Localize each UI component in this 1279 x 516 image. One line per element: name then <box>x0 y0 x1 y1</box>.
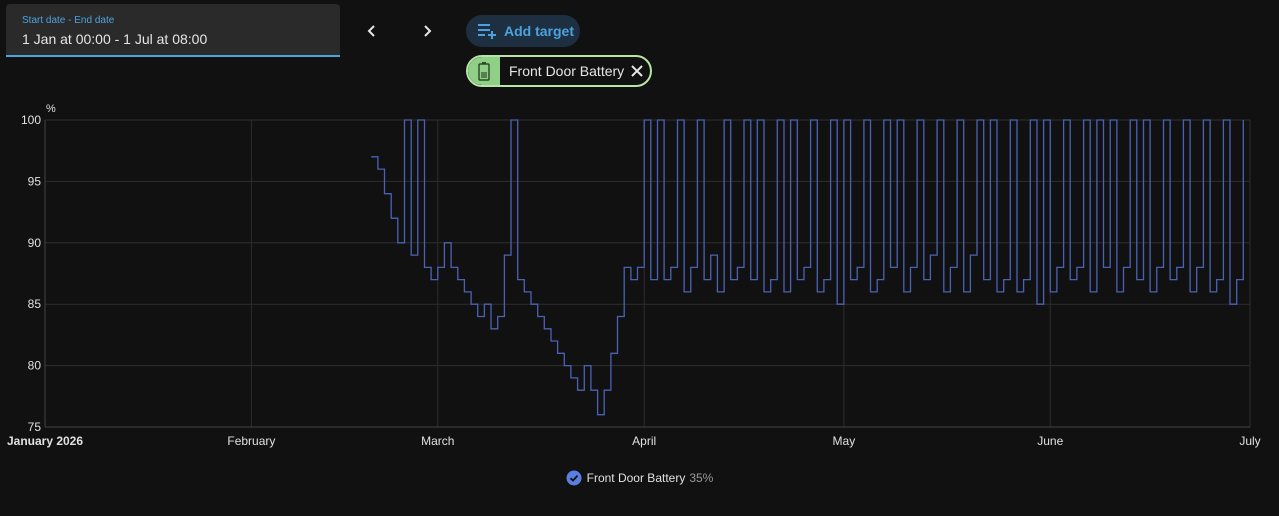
y-tick-label: 95 <box>28 174 42 188</box>
date-range-value[interactable]: 1 Jan at 00:00 - 1 Jul at 08:00 <box>22 31 208 47</box>
add-target-label: Add target <box>504 23 574 39</box>
x-tick-label: June <box>1037 434 1063 448</box>
x-tick-label: March <box>421 434 454 448</box>
x-tick-label: May <box>833 434 856 448</box>
y-tick-label: 75 <box>28 420 42 434</box>
legend-value: 35% <box>689 471 714 485</box>
y-tick-label: 85 <box>28 297 42 311</box>
battery-history-chart: 75 80 85 90 95 100% January 2026 February March A… <box>7 103 1261 448</box>
series-line-front-door-battery <box>371 119 1244 416</box>
legend-item[interactable]: Front Door Battery 35% <box>566 470 714 486</box>
y-axis-label: % <box>46 103 56 115</box>
x-tick-label: February <box>227 434 275 448</box>
legend-label: Front Door Battery <box>586 471 686 485</box>
playlist-add-icon <box>478 24 496 39</box>
target-chip-label: Front Door Battery <box>509 63 625 79</box>
remove-target-button[interactable] <box>630 64 644 78</box>
close-icon <box>631 65 643 77</box>
date-range-picker[interactable]: Start date - End date 1 Jan at 00:00 - 1… <box>6 4 340 57</box>
y-tick-label: 80 <box>28 359 42 373</box>
chart-legend: Front Door Battery 35% <box>0 470 1279 489</box>
x-tick-label: July <box>1239 434 1260 448</box>
checkbox-checked-icon <box>566 470 582 486</box>
previous-period-button[interactable] <box>355 14 389 48</box>
y-tick-label: 90 <box>28 236 42 250</box>
date-range-label: Start date - End date <box>22 15 115 26</box>
x-tick-label: April <box>632 434 656 448</box>
target-chip[interactable]: Front Door Battery <box>466 55 652 87</box>
chevron-right-icon <box>424 25 432 37</box>
add-target-button[interactable]: Add target <box>466 15 580 47</box>
chevron-left-icon <box>367 25 375 37</box>
battery-icon <box>468 57 500 85</box>
next-period-button[interactable] <box>410 14 444 48</box>
x-tick-label: January 2026 <box>7 434 83 448</box>
y-tick-label: 100 <box>21 113 41 127</box>
